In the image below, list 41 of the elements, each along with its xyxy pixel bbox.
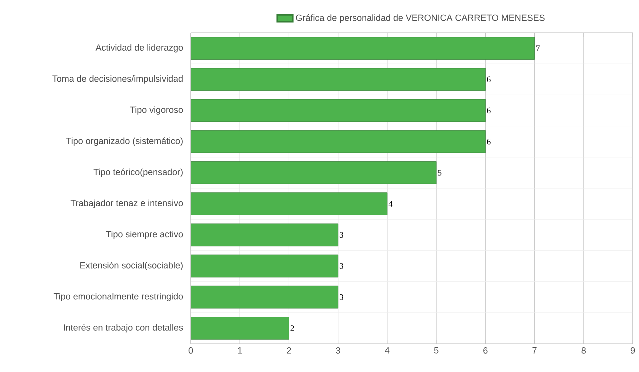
x-tick-label: 7 bbox=[532, 348, 537, 354]
bar bbox=[191, 130, 486, 154]
y-tick-label: Trabajador tenaz e intensivo bbox=[70, 200, 184, 208]
x-tick-label: 5 bbox=[434, 348, 439, 354]
bar bbox=[191, 224, 339, 247]
x-tick-label: 4 bbox=[385, 348, 390, 354]
data-label: 7 bbox=[536, 46, 540, 52]
bar bbox=[191, 99, 486, 122]
y-tick-label: Toma de decisiones/impulsividad bbox=[52, 75, 183, 84]
bar bbox=[191, 68, 486, 92]
data-label: 4 bbox=[388, 201, 393, 207]
data-label: 6 bbox=[487, 139, 491, 145]
bar bbox=[191, 286, 339, 309]
data-label: 5 bbox=[438, 170, 442, 176]
bar bbox=[191, 254, 339, 278]
bar bbox=[191, 37, 535, 60]
legend-label: Gráfica de personalidad de VERONICA CARRETO MENESES bbox=[296, 14, 545, 23]
x-tick-label: 9 bbox=[630, 348, 636, 354]
y-tick-label: Actividad de liderazgo bbox=[96, 44, 184, 53]
data-label: 2 bbox=[290, 326, 294, 332]
x-tick-label: 6 bbox=[484, 348, 488, 354]
x-tick-label: 3 bbox=[336, 348, 340, 354]
bar bbox=[191, 162, 437, 184]
data-label: 3 bbox=[340, 263, 344, 270]
y-tick-label: Tipo teórico(pensador) bbox=[94, 168, 183, 178]
y-tick-label: Tipo organizado (sistemático) bbox=[66, 138, 183, 146]
x-tick-label: 8 bbox=[582, 348, 586, 354]
bar bbox=[191, 192, 388, 216]
y-tick-label: Interés en trabajo con detalles bbox=[64, 324, 184, 333]
y-tick-label: Extensión social(sociable) bbox=[80, 262, 183, 270]
data-label: 6 bbox=[487, 108, 491, 114]
y-tick-label: Tipo emocionalmente restringido bbox=[54, 293, 184, 302]
x-tick-label: 1 bbox=[238, 348, 242, 354]
x-tick-label: 0 bbox=[188, 348, 194, 354]
data-label: 3 bbox=[340, 294, 344, 300]
data-label: 3 bbox=[340, 232, 344, 238]
x-tick-label: 2 bbox=[287, 348, 292, 354]
y-tick-label: Tipo vigoroso bbox=[130, 106, 184, 115]
y-tick-label: Tipo siempre activo bbox=[106, 230, 184, 240]
bar bbox=[191, 317, 290, 340]
data-label: 6 bbox=[487, 76, 491, 82]
